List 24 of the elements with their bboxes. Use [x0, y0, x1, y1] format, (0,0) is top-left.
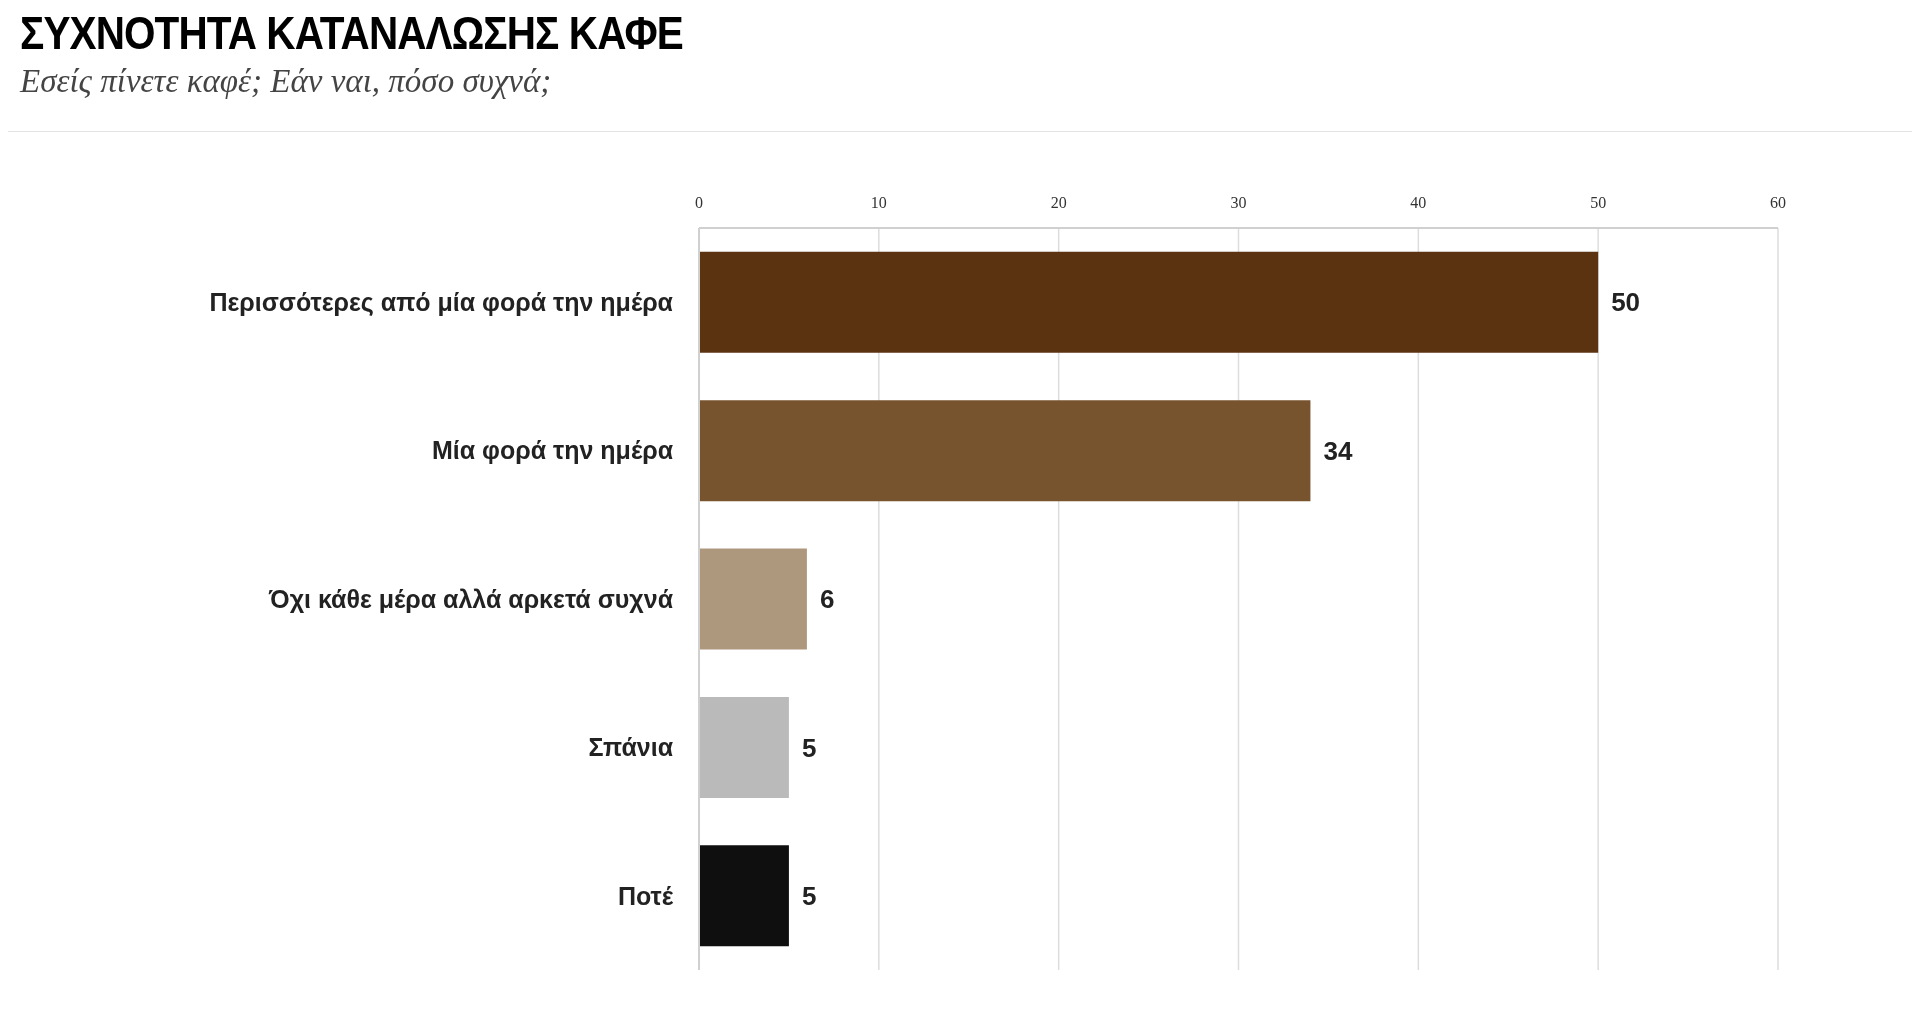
- y-tick-label: Σπάνια: [588, 733, 674, 762]
- data-label: 50: [1611, 287, 1641, 318]
- bar: [699, 696, 789, 798]
- data-label: 6: [819, 584, 835, 615]
- x-tick-label: 30: [1230, 194, 1247, 211]
- y-tick-label: Περισσότερες από μία φορά την ημέρα: [209, 288, 674, 318]
- y-tick-label: Μία φορά την ημέρα: [432, 436, 674, 465]
- data-label: 5: [801, 732, 817, 763]
- x-tick-label: 50: [1590, 194, 1607, 211]
- data-label: 5: [801, 881, 817, 912]
- data-label: 34: [1323, 435, 1353, 466]
- x-tick-label: 10: [870, 194, 887, 211]
- bar: [699, 548, 807, 650]
- y-tick-label: Ποτέ: [617, 881, 674, 910]
- bar: [699, 400, 1311, 502]
- bar: [699, 845, 789, 947]
- bar: [699, 251, 1599, 353]
- y-tick-label: Όχι κάθε μέρα αλλά αρκετά συχνά: [268, 584, 674, 613]
- text: Εσείς πίνετε καφέ; Εάν ναι, πόσο συχνά;: [20, 62, 552, 100]
- x-tick-label: 0: [695, 194, 703, 211]
- x-tick-label: 20: [1050, 194, 1067, 211]
- chart-title: ΣΥΧΝΟΤΗΤΑ ΚΑΤΑΝΑΛΩΣΗΣ ΚΑΦΕ: [20, 7, 683, 59]
- x-tick-label: 40: [1410, 194, 1427, 211]
- x-tick-label: 60: [1770, 194, 1786, 211]
